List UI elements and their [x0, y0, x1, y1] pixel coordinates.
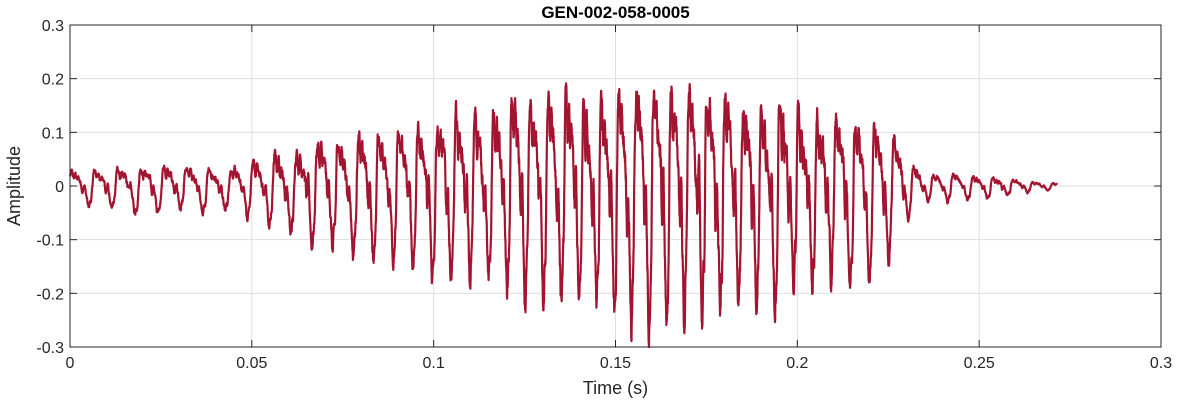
chart-title: GEN-002-058-0005	[541, 3, 689, 22]
x-tick-label: 0.1	[423, 355, 445, 372]
x-tick-label: 0.2	[786, 355, 808, 372]
series-line	[69, 82, 1059, 349]
x-tick-label: 0.15	[600, 355, 631, 372]
plot-area	[69, 82, 1059, 349]
y-tick-label: 0.3	[42, 18, 64, 35]
x-tick-label: 0.25	[964, 355, 995, 372]
x-axis-label: Time (s)	[583, 378, 648, 398]
y-tick-label: 0.2	[42, 72, 64, 89]
x-tick-label: 0.05	[236, 355, 267, 372]
y-tick-label: -0.1	[36, 233, 64, 250]
x-tick-label: 0	[66, 355, 75, 372]
ticks: 0 0.05 0.1 0.15 0.2 0.25 0.3 -0.3 -0.2 -0.1 0 0.1 0.…	[36, 18, 1172, 372]
y-tick-label: -0.3	[36, 340, 64, 357]
x-tick-label: 0.3	[1150, 355, 1172, 372]
y-axis-label: Amplitude	[4, 146, 24, 226]
y-tick-label: -0.2	[36, 286, 64, 303]
y-tick-label: 0	[55, 179, 64, 196]
y-tick-label: 0.1	[42, 125, 64, 142]
